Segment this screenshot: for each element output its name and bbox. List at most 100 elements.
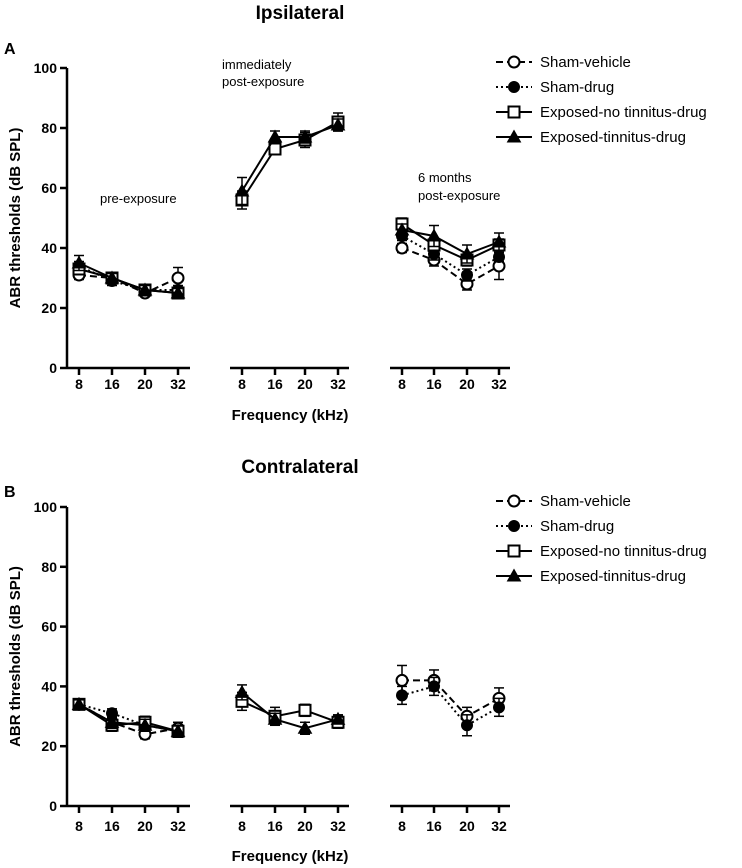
data-point: [297, 720, 313, 734]
data-point: [137, 282, 153, 296]
y-tick-label: 40: [41, 678, 57, 694]
legend-marker: [506, 129, 522, 143]
data-point: [330, 117, 346, 131]
series-line: [241, 700, 339, 724]
group-annotation: post-exposure: [418, 188, 500, 203]
data-point: [394, 222, 410, 236]
data-point: [426, 228, 442, 242]
panel-label: A: [4, 41, 16, 58]
legend-marker: [507, 494, 521, 508]
x-tick-label: 16: [104, 818, 120, 834]
series-line: [402, 679, 500, 718]
legend-label: Exposed-tinnitus-drug: [540, 568, 686, 585]
x-tick-label: 20: [297, 818, 313, 834]
series-line: [241, 124, 339, 192]
x-tick-label: 32: [170, 818, 186, 834]
x-tick-label: 20: [459, 818, 475, 834]
x-tick-label: 32: [170, 376, 186, 392]
y-axis-label: ABR thresholds (dB SPL): [7, 566, 24, 747]
series-line: [78, 262, 179, 294]
group-annotation: pre-exposure: [100, 191, 177, 206]
data-point: [395, 241, 409, 255]
legend-marker: [507, 544, 521, 558]
legend-label: Sham-vehicle: [540, 493, 631, 510]
data-point: [71, 696, 87, 710]
legend-label: Sham-vehicle: [540, 54, 631, 71]
legend-label: Exposed-no tinnitus-drug: [540, 543, 707, 560]
series-line: [401, 229, 500, 256]
group-annotation: 6 months: [418, 170, 472, 185]
x-tick-label: 20: [297, 376, 313, 392]
panel-label: B: [4, 484, 16, 501]
data-point: [330, 711, 346, 725]
x-tick-label: 16: [267, 818, 283, 834]
series-line: [78, 268, 179, 294]
y-tick-label: 80: [41, 120, 57, 136]
series-line: [241, 691, 339, 730]
legend-label: Exposed-tinnitus-drug: [540, 129, 686, 146]
data-point: [428, 680, 440, 693]
data-point: [459, 246, 475, 260]
data-point: [267, 711, 283, 725]
x-axis-label: Frequency (kHz): [232, 848, 349, 865]
data-point: [104, 714, 120, 728]
legend-label: Exposed-no tinnitus-drug: [540, 104, 707, 121]
x-tick-label: 32: [330, 818, 346, 834]
legend-label: Sham-drug: [540, 518, 614, 535]
y-tick-label: 40: [41, 240, 57, 256]
y-tick-label: 60: [41, 180, 57, 196]
legend-label: Sham-drug: [540, 79, 614, 96]
x-tick-label: 32: [491, 376, 507, 392]
legend-marker: [507, 105, 521, 119]
panel-title: Contralateral: [241, 457, 358, 478]
x-tick-label: 20: [137, 376, 153, 392]
series-line: [401, 223, 500, 262]
x-tick-label: 8: [75, 818, 83, 834]
y-tick-label: 60: [41, 619, 57, 635]
data-point: [493, 251, 505, 263]
x-tick-label: 16: [426, 818, 442, 834]
data-point: [234, 684, 250, 698]
series-line: [401, 685, 500, 727]
series-line: [78, 265, 178, 291]
data-point: [170, 723, 186, 737]
y-axis-label: ABR thresholds (dB SPL): [7, 128, 24, 309]
series-line: [401, 235, 500, 277]
data-point: [234, 183, 250, 197]
x-tick-label: 16: [267, 376, 283, 392]
data-point: [71, 255, 87, 269]
x-tick-label: 16: [104, 376, 120, 392]
group-annotation: post-exposure: [222, 74, 304, 89]
x-tick-label: 8: [398, 376, 406, 392]
x-tick-label: 8: [238, 818, 246, 834]
legend-marker: [508, 81, 520, 93]
legend-marker: [508, 520, 520, 532]
x-tick-label: 32: [491, 818, 507, 834]
series-line: [401, 247, 500, 286]
x-tick-label: 32: [330, 376, 346, 392]
y-tick-label: 0: [49, 360, 57, 376]
y-tick-label: 0: [49, 798, 57, 814]
legend-marker: [507, 55, 521, 69]
x-axis-label: Frequency (kHz): [232, 407, 349, 424]
series-line: [241, 121, 339, 201]
y-tick-label: 20: [41, 300, 57, 316]
data-point: [461, 719, 473, 732]
panel-title: Ipsilateral: [256, 3, 345, 24]
series-line: [78, 703, 179, 736]
data-point: [396, 689, 408, 702]
data-point: [137, 717, 153, 731]
group-annotation: immediately: [222, 57, 292, 72]
data-point: [267, 129, 283, 143]
series-line: [78, 274, 179, 295]
x-tick-label: 8: [398, 818, 406, 834]
series-line: [78, 703, 179, 733]
data-point: [298, 703, 312, 717]
y-tick-label: 100: [34, 499, 58, 515]
data-point: [170, 285, 186, 299]
x-tick-label: 20: [459, 376, 475, 392]
data-point: [104, 270, 120, 284]
x-tick-label: 8: [75, 376, 83, 392]
